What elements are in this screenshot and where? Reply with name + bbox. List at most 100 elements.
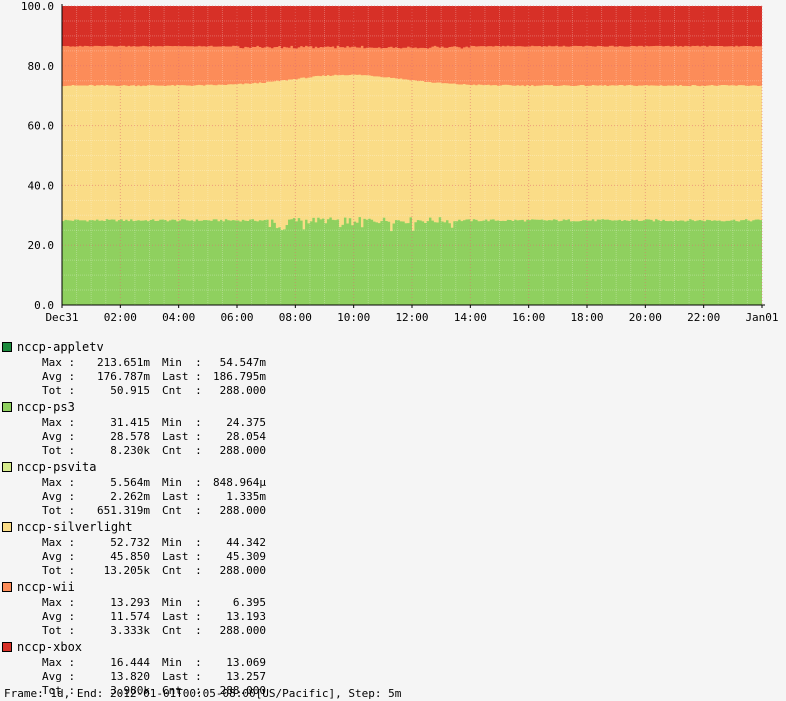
stat-label: Max : [42, 536, 80, 550]
stat-value: 45.309 [206, 550, 266, 564]
stat-value: 50.915 [80, 384, 150, 398]
stat-label: Tot : [42, 444, 80, 458]
stat-value: 186.795m [206, 370, 266, 384]
legend-header: nccp-psvita [2, 458, 266, 476]
stat-label: Max : [42, 416, 80, 430]
legend-stats-row: Tot :13.205k Cnt :288.000 [2, 564, 266, 578]
stat-value: 1.335m [206, 490, 266, 504]
stat-value: 13.069 [206, 656, 266, 670]
legend-swatch [2, 642, 12, 652]
stat-label: Max : [42, 656, 80, 670]
legend-header: nccp-xbox [2, 638, 266, 656]
legend-series-name: nccp-silverlight [17, 518, 133, 536]
y-tick-label: 40.0 [28, 179, 55, 192]
stat-value: 54.547m [206, 356, 266, 370]
stat-value: 16.444 [80, 656, 150, 670]
stacked-area-chart: 0.0 20.0 40.0 60.0 80.0 100.0 Dec31 02:00 04:00… [0, 0, 786, 330]
legend-series-name: nccp-appletv [17, 338, 104, 356]
x-tick-label: Dec31 [45, 311, 78, 324]
legend-entry: nccp-appletv Max :213.651m Min :54.547m Avg… [2, 338, 266, 398]
stat-value: 2.262m [80, 490, 150, 504]
stat-value: 13.205k [80, 564, 150, 578]
legend-stats-row: Tot : 50.915 Cnt : 288.000 [2, 384, 266, 398]
stat-label: Min : [162, 536, 206, 550]
stat-value: 213.651m [80, 356, 150, 370]
stat-label: Min : [162, 416, 206, 430]
y-tick-label: 100.0 [21, 0, 54, 13]
stat-value: 28.578 [80, 430, 150, 444]
stat-label: Cnt : [162, 564, 206, 578]
stat-value: 288.000 [206, 624, 266, 638]
stat-value: 848.964µ [206, 476, 266, 490]
y-tick-label: 60.0 [28, 120, 55, 133]
stat-label: Tot : [42, 504, 80, 518]
x-tick-label: 10:00 [337, 311, 370, 324]
legend-swatch [2, 462, 12, 472]
stat-label: Cnt : [162, 444, 206, 458]
legend-entry: nccp-psvita Max :5.564m Min :848.964µ Avg :… [2, 458, 266, 518]
stat-label: Avg : [42, 670, 80, 684]
x-tick-label: 14:00 [454, 311, 487, 324]
stat-label: Avg : [42, 490, 80, 504]
stat-label: Max : [42, 596, 80, 610]
legend-stats-row: Tot : 8.230k Cnt : 288.000 [2, 444, 266, 458]
legend-swatch [2, 402, 12, 412]
y-tick-label: 20.0 [28, 239, 55, 252]
stat-value: 288.000 [206, 504, 266, 518]
x-tick-label: 06:00 [220, 311, 253, 324]
legend-header: nccp-silverlight [2, 518, 266, 536]
legend-stats-row: Max :213.651m Min :54.547m [2, 356, 266, 370]
legend-stats-row: Avg : 2.262m Last : 1.335m [2, 490, 266, 504]
stat-label: Tot : [42, 384, 80, 398]
stat-value: 288.000 [206, 384, 266, 398]
legend-stats-row: Max : 16.444 Min : 13.069 [2, 656, 266, 670]
stat-label: Cnt : [162, 384, 206, 398]
stat-label: Avg : [42, 550, 80, 564]
legend-swatch [2, 342, 12, 352]
stat-value: 13.820 [80, 670, 150, 684]
x-tick-label: 16:00 [512, 311, 545, 324]
stat-value: 44.342 [206, 536, 266, 550]
stat-label: Last : [162, 670, 206, 684]
stat-value: 52.732 [80, 536, 150, 550]
stat-value: 24.375 [206, 416, 266, 430]
stat-value: 6.395 [206, 596, 266, 610]
x-tick-label: 04:00 [162, 311, 195, 324]
stat-value: 288.000 [206, 444, 266, 458]
stat-value: 13.293 [80, 596, 150, 610]
stat-label: Last : [162, 490, 206, 504]
legend-stats-row: Tot :3.333k Cnt :288.000 [2, 624, 266, 638]
stat-value: 651.319m [80, 504, 150, 518]
stat-label: Avg : [42, 370, 80, 384]
x-tick-label: 08:00 [279, 311, 312, 324]
x-tick-label: 18:00 [570, 311, 603, 324]
footer-info: Frame: 1d, End: 2012-01-01T00:05-08:00[U… [4, 687, 401, 700]
x-tick-label: Jan01 [745, 311, 778, 324]
stat-value: 288.000 [206, 564, 266, 578]
stat-label: Max : [42, 476, 80, 490]
legend-stats-row: Avg : 176.787m Last : 186.795m [2, 370, 266, 384]
legend: nccp-appletv Max :213.651m Min :54.547m Avg… [2, 338, 266, 698]
legend-swatch [2, 522, 12, 532]
legend-series-name: nccp-psvita [17, 458, 96, 476]
stat-label: Last : [162, 610, 206, 624]
legend-header: nccp-wii [2, 578, 266, 596]
stat-value: 8.230k [80, 444, 150, 458]
stat-label: Min : [162, 356, 206, 370]
stat-label: Cnt : [162, 504, 206, 518]
stat-label: Last : [162, 370, 206, 384]
x-tick-label: 20:00 [629, 311, 662, 324]
legend-stats-row: Max : 52.732 Min : 44.342 [2, 536, 266, 550]
x-tick-label: 02:00 [104, 311, 137, 324]
legend-series-name: nccp-xbox [17, 638, 82, 656]
stat-label: Min : [162, 596, 206, 610]
stat-value: 45.850 [80, 550, 150, 564]
stat-value: 11.574 [80, 610, 150, 624]
x-tick-label: 12:00 [395, 311, 428, 324]
legend-stats-row: Max : 13.293 Min : 6.395 [2, 596, 266, 610]
stat-value: 5.564m [80, 476, 150, 490]
legend-entry: nccp-wii Max :13.293 Min :6.395 Avg :11.574… [2, 578, 266, 638]
stat-label: Avg : [42, 430, 80, 444]
stat-value: 176.787m [80, 370, 150, 384]
stat-label: Avg : [42, 610, 80, 624]
